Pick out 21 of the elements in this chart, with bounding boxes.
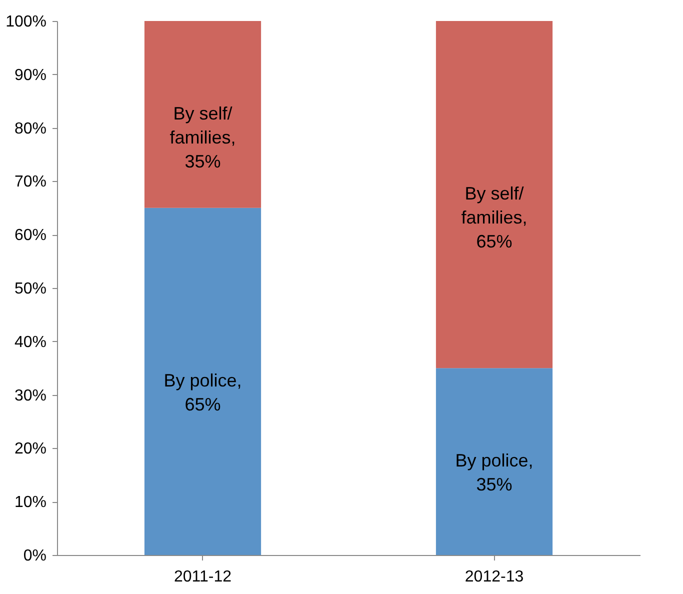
- y-tick-label: 20%: [14, 440, 46, 458]
- y-tick-label: 30%: [14, 387, 46, 404]
- y-tick-label: 70%: [14, 174, 46, 191]
- y-tick-label: 90%: [14, 66, 46, 84]
- data-label: By self/ families, 35%: [170, 103, 236, 172]
- x-tick-label: 2011-12: [174, 568, 232, 586]
- x-tick-label: 2012-13: [464, 568, 524, 586]
- y-tick-label: 60%: [14, 227, 46, 244]
- y-tick-label: 80%: [14, 120, 46, 138]
- bar: [144, 21, 262, 208]
- bar: [436, 21, 553, 368]
- bar: [144, 208, 262, 555]
- y-tick-label: 40%: [14, 334, 46, 351]
- y-tick-label: 50%: [14, 280, 46, 298]
- data-label: By police, 35%: [455, 450, 534, 495]
- data-label: By self/ families, 65%: [461, 184, 528, 252]
- y-tick-label: 100%: [6, 14, 46, 30]
- data-label: By police, 65%: [164, 370, 242, 414]
- y-tick-label: 0%: [23, 548, 46, 564]
- bar: [436, 368, 553, 555]
- y-tick-label: 10%: [14, 494, 46, 512]
